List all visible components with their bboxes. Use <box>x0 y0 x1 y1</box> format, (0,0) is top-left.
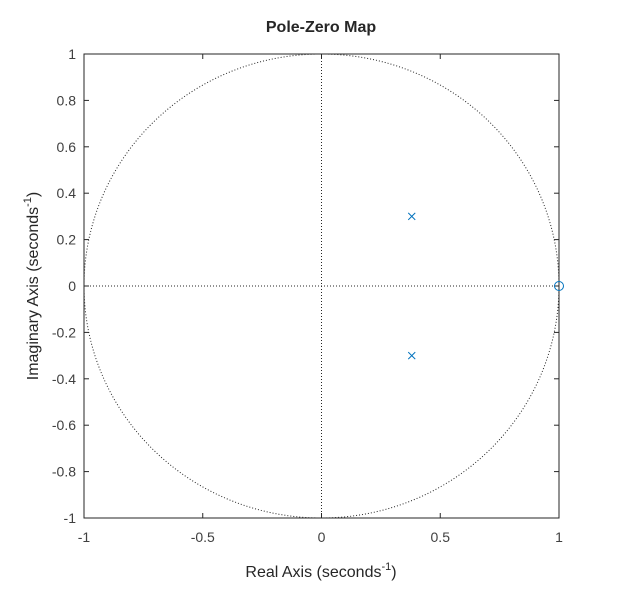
x-tick-label: -1 <box>78 529 91 545</box>
y-tick-label: -0.8 <box>52 464 76 480</box>
pole-marker <box>407 351 416 360</box>
tick-labels-layer: -1 -0.5 0 0.5 1 -1 -0.8 -0.6 -0.4 -0.2 0 0.2 0.4 0.6 0… <box>52 46 563 545</box>
y-tick-label: -0.4 <box>52 371 76 387</box>
y-tick-label: 1 <box>68 46 76 62</box>
y-tick-label: 0.2 <box>57 232 77 248</box>
x-tick-label: 0 <box>318 529 326 545</box>
y-axis-label: Imaginary Axis (seconds-1) <box>22 192 42 381</box>
ticks-layer <box>83 53 560 519</box>
y-tick-label: -0.2 <box>52 324 76 340</box>
y-tick-label: -1 <box>64 510 77 526</box>
y-tick-label: -0.6 <box>52 417 76 433</box>
markers-layer <box>407 212 564 360</box>
zero-marker <box>554 281 564 291</box>
y-tick-label: 0.8 <box>57 92 77 108</box>
y-tick-label: 0.6 <box>57 139 77 155</box>
x-tick-label: -0.5 <box>191 529 215 545</box>
y-tick-label: 0.4 <box>57 185 77 201</box>
chart-title: Pole-Zero Map <box>266 19 376 36</box>
y-tick-label: 0 <box>68 278 76 294</box>
x-tick-label: 1 <box>555 529 563 545</box>
pole-marker <box>407 212 416 221</box>
x-tick-label: 0.5 <box>431 529 451 545</box>
x-axis-label: Real Axis (seconds-1) <box>245 561 396 581</box>
